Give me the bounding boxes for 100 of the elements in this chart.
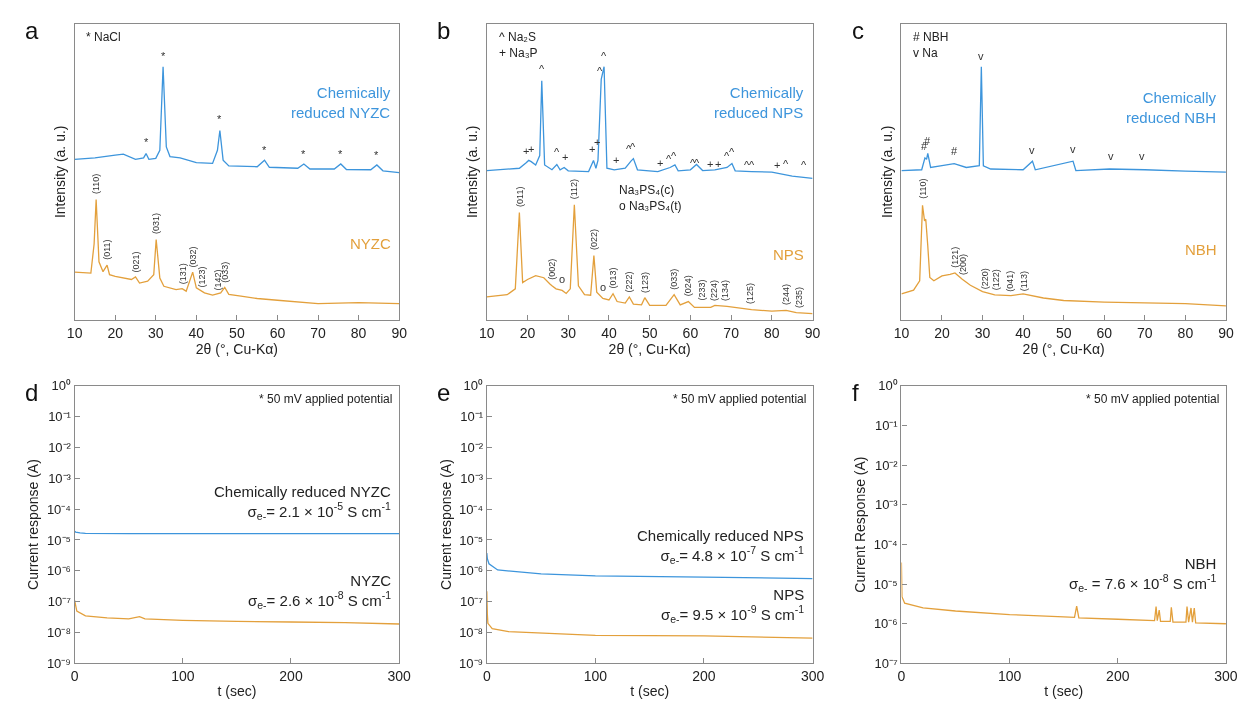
chart-title: d [25, 379, 39, 406]
y-tick-label: 10⁻⁵ [459, 532, 484, 548]
y-tick-label: 10⁻³ [874, 497, 899, 513]
x-tick-label: 20 [107, 324, 124, 341]
annotation: * [144, 136, 149, 148]
chart-title: a [25, 17, 39, 44]
annotation: * [338, 148, 343, 160]
x-tick-label: 30 [147, 324, 164, 341]
x-tick-label: 40 [188, 324, 205, 341]
series-label: Chemically reduced NYZC σ$_{e-}$= 2.1 × 10$^{-5}$ S cm$^{-1}$ [214, 483, 391, 522]
annotation: (233) [697, 279, 708, 301]
annotation: (011) [102, 239, 113, 260]
x-tick-label: 300 [387, 668, 412, 685]
text: NBH σ$_{e-}$ = 7.6 × 10$^{-8}$ S cm$^{-1}$ [1069, 555, 1217, 594]
y-tick-label: 10⁰ [463, 378, 484, 394]
annotation: (110) [917, 178, 928, 199]
text: Chemically reduced NBH [1126, 89, 1217, 126]
text: * NaCl [86, 30, 121, 44]
annotation: ^ [539, 63, 545, 75]
annotation: + [774, 159, 781, 171]
y-tick-label: 10⁻² [874, 457, 899, 473]
x-tick-label: 50 [1055, 324, 1072, 341]
y-tick-label: 10⁻⁴ [46, 501, 71, 517]
y-axis-title: Intensity (a. u.) [52, 125, 69, 219]
annotation: (244) [781, 283, 792, 305]
text: # NBH v Na [913, 30, 949, 60]
x-tick-label: 70 [723, 324, 740, 341]
y-axis-title: Intensity (a. u.) [464, 125, 481, 219]
annotation: * [262, 144, 267, 156]
annotation: (031) [151, 213, 162, 235]
y-tick-label: 10⁻¹ [460, 409, 484, 425]
x-tick-label: 20 [519, 324, 536, 341]
text: NPS [773, 246, 804, 263]
x-tick-label: 100 [583, 668, 608, 685]
annotation: ^ [724, 150, 730, 162]
annotation: (121) [950, 246, 961, 268]
text: Chemically reduced NYZC [291, 84, 391, 121]
x-axis-title: 2θ (°, Cu-Kα) [1022, 340, 1105, 357]
y-tick-label: 10⁻⁶ [47, 563, 71, 579]
x-tick-label: 60 [269, 324, 286, 341]
x-tick-label: 10 [479, 324, 495, 341]
x-axis-title: t (sec) [1044, 682, 1084, 699]
chart-title: f [852, 379, 859, 406]
x-tick-label: 10 [66, 324, 83, 341]
annotation: + [657, 157, 664, 169]
annotation: (110) [91, 173, 102, 195]
chart-title: e [437, 379, 451, 406]
chart-title: c [852, 17, 864, 44]
x-tick-label: 80 [350, 324, 367, 341]
annotation: (022) [588, 228, 599, 251]
x-tick-label: 70 [1137, 324, 1153, 341]
x-tick-label: 10 [893, 324, 910, 341]
text: NYZC [350, 235, 391, 252]
y-tick-label: 10⁻⁴ [459, 501, 484, 517]
annotation: (002) [546, 258, 557, 280]
x-tick-label: 90 [1218, 324, 1234, 341]
y-axis-title: Current response (A) [25, 459, 42, 590]
y-axis-title: Intensity (a. u.) [878, 125, 895, 219]
annotation: (033) [669, 268, 680, 290]
annotation: (200) [958, 253, 969, 275]
annotation: ^ [601, 50, 607, 62]
x-tick-label: 40 [601, 324, 617, 341]
x-tick-label: 40 [1015, 324, 1032, 341]
y-tick-label: 10⁻⁷ [47, 594, 72, 610]
y-axis-title: Current response (A) [437, 459, 454, 590]
y-tick-label: 10⁻¹ [874, 417, 899, 433]
x-tick-label: 50 [641, 324, 658, 341]
text: NBH [1185, 241, 1217, 258]
annotation: (134) [719, 280, 730, 302]
x-tick-label: 200 [279, 668, 303, 685]
x-tick-label: 80 [764, 324, 780, 341]
annotation: ^ [749, 159, 755, 171]
annotation: (113) [1018, 271, 1029, 292]
annotation: ^ [744, 159, 750, 171]
y-tick-label: 10⁻⁶ [459, 563, 484, 579]
text: ^ Na₂S + Na₃P [499, 30, 538, 60]
annotation: o [600, 281, 607, 293]
annotation: (123) [197, 266, 208, 288]
text: NYZC σ$_{e-}$= 2.6 × 10$^{-8}$ S cm$^{-1}$ [248, 572, 392, 611]
x-tick-label: 70 [310, 324, 327, 341]
y-tick-label: 10⁰ [51, 378, 71, 394]
x-tick-label: 20 [934, 324, 950, 341]
x-tick-label: 300 [1214, 668, 1238, 685]
annotation: ^ [671, 150, 677, 162]
x-tick-label: 200 [692, 668, 716, 685]
annotation: v [1108, 150, 1114, 162]
annotation: ^ [729, 146, 735, 158]
annotation: (011) [514, 186, 525, 207]
x-tick-label: 200 [1106, 668, 1130, 685]
x-tick-label: 60 [1096, 324, 1113, 341]
y-tick-label: 10⁻² [48, 439, 72, 455]
x-axis-title: 2θ (°, Cu-Kα) [195, 340, 278, 357]
x-tick-label: 80 [1177, 324, 1194, 341]
series-label: Chemically reduced NPS σ$_{e-}$= 4.8 × 10$^{-7}$ S cm$^{-1}$ [637, 527, 804, 566]
y-tick-label: 10⁻⁶ [873, 616, 898, 632]
annotation: (131) [177, 263, 188, 285]
y-tick-label: 10⁻⁸ [459, 625, 484, 641]
x-tick-label: 60 [682, 324, 699, 341]
annotation: ^ [783, 158, 789, 170]
x-tick-label: 50 [229, 324, 245, 341]
